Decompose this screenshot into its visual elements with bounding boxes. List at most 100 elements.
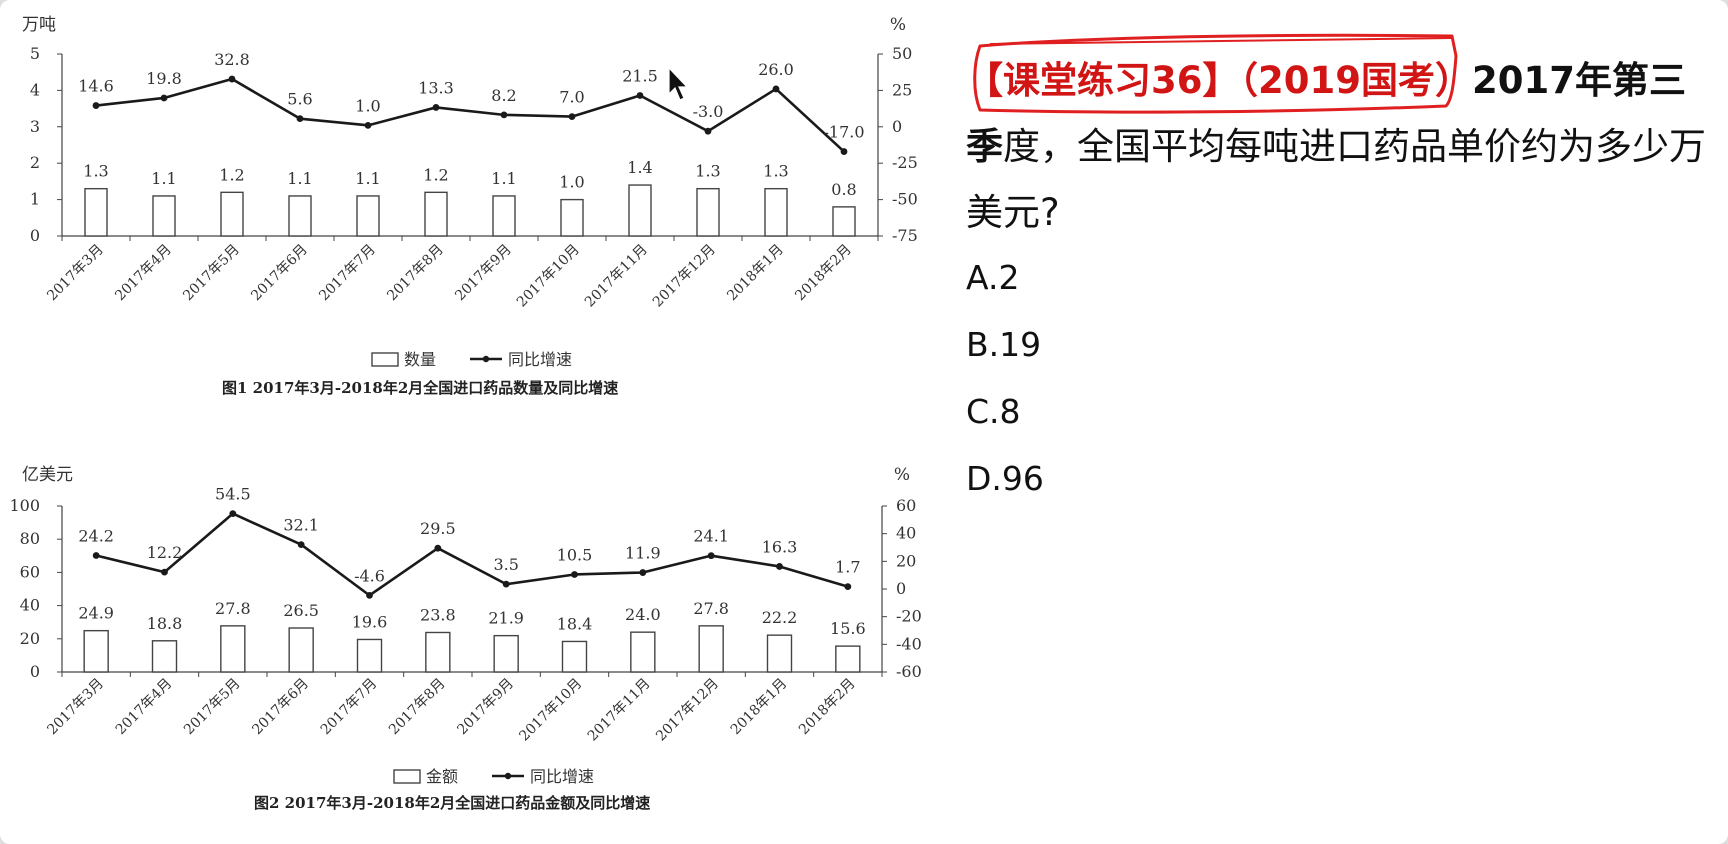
growth-value-label: -4.6: [354, 566, 385, 585]
growth-value-label: -17.0: [823, 123, 864, 142]
legend-bar-swatch: [371, 352, 399, 367]
growth-line: [95, 512, 849, 597]
growth-point: [92, 102, 100, 109]
growth-value-label: 12.2: [147, 543, 183, 562]
growth-point: [636, 92, 644, 99]
legend-line-label: 同比增速: [530, 767, 594, 786]
chart-caption: 图2 2017年3月-2018年2月全国进口药品金额及同比增速: [254, 794, 650, 812]
bar: [764, 187, 788, 237]
growth-value-label: 13.3: [418, 78, 454, 97]
right-tick-label: -60: [896, 662, 922, 681]
growth-point: [568, 113, 576, 121]
option-c[interactable]: C.8: [966, 392, 1021, 431]
right-tick-label: -25: [892, 153, 918, 172]
left-tick-label: 20: [20, 629, 40, 648]
bar-value-label: 19.6: [352, 612, 388, 631]
right-tick-label: -50: [892, 190, 918, 209]
left-tick-label: 1: [30, 190, 40, 209]
growth-value-label: 26.0: [758, 60, 794, 79]
left-tick-label: 4: [30, 80, 40, 99]
growth-value-label: 29.5: [420, 519, 456, 538]
growth-point: [229, 510, 237, 518]
bar-value-label: 24.9: [78, 604, 114, 623]
growth-point: [434, 544, 442, 552]
option-b[interactable]: B.19: [966, 325, 1042, 364]
bar-value-label: 1.2: [423, 165, 448, 184]
growth-value-label: 1.0: [355, 96, 380, 115]
bar: [424, 191, 448, 237]
bar-value-label: 1.4: [627, 158, 652, 177]
growth-point: [776, 563, 783, 570]
left-tick-label: 60: [20, 562, 40, 581]
bar-value-label: 1.3: [83, 162, 108, 181]
right-tick-label: 20: [896, 551, 916, 570]
growth-value-label: 19.8: [146, 69, 182, 88]
growth-value-label: 8.2: [491, 86, 516, 105]
bar: [288, 195, 312, 237]
bar: [151, 640, 178, 673]
bar: [493, 634, 519, 673]
bar-value-label: 27.8: [693, 599, 729, 618]
bar: [425, 631, 451, 673]
question-body: 度，全国平均每吨进口药品单价约为多少万美元?: [966, 125, 1706, 234]
growth-point: [844, 583, 852, 591]
question-bold-text: 2017年第三季: [966, 59, 1686, 168]
legend-line-label: 同比增速: [508, 350, 572, 369]
bar-value-label: 26.5: [283, 601, 319, 620]
bar: [832, 206, 856, 237]
right-tick-label: 40: [896, 524, 916, 543]
growth-point: [296, 115, 304, 123]
bar-value-label: 1.3: [763, 162, 788, 181]
right-tick-label: 25: [892, 80, 912, 99]
growth-point: [500, 111, 508, 119]
chart-caption: 图1 2017年3月-2018年2月全国进口药品数量及同比增速: [222, 379, 618, 397]
growth-value-label: 16.3: [762, 537, 798, 556]
growth-value-label: 3.5: [493, 555, 518, 574]
bar-value-label: 21.9: [488, 609, 524, 628]
growth-value-label: 32.8: [214, 50, 250, 69]
bar: [835, 645, 861, 673]
right-tick-label: 50: [892, 44, 912, 63]
growth-point: [840, 148, 848, 155]
growth-point: [639, 569, 647, 576]
left-tick-label: 0: [30, 662, 40, 681]
bar: [84, 187, 108, 237]
growth-point: [432, 104, 440, 111]
right-tick-label: 0: [892, 117, 902, 136]
growth-value-label: 5.6: [287, 90, 312, 109]
right-tick-label: 60: [896, 496, 916, 515]
growth-point: [92, 552, 100, 559]
growth-point: [160, 94, 168, 102]
growth-value-label: 1.7: [835, 558, 860, 577]
left-tick-label: 100: [9, 496, 40, 515]
right-axis-unit: %: [890, 15, 906, 35]
right-tick-label: -40: [896, 634, 922, 653]
growth-value-label: 14.6: [78, 77, 114, 96]
bar-value-label: 1.1: [491, 169, 516, 188]
growth-line: [95, 77, 845, 153]
left-tick-label: 2: [30, 153, 40, 172]
option-d[interactable]: D.96: [966, 459, 1044, 498]
growth-value-label: 24.1: [693, 527, 729, 546]
growth-value-label: -3.0: [693, 102, 724, 121]
bar: [356, 195, 380, 237]
bar: [698, 625, 724, 673]
left-tick-label: 80: [20, 529, 40, 548]
bar-value-label: 1.3: [695, 162, 720, 181]
bar: [220, 191, 244, 237]
bar: [152, 195, 176, 237]
growth-value-label: 24.2: [78, 527, 114, 546]
left-tick-label: 3: [30, 117, 40, 136]
bar: [696, 187, 720, 237]
legend-line-marker: [482, 355, 490, 363]
right-tick-label: -20: [896, 607, 922, 626]
option-a[interactable]: A.2: [966, 258, 1020, 297]
bar-value-label: 1.1: [355, 169, 380, 188]
bar-value-label: 23.8: [420, 605, 456, 624]
left-axis-unit: 万吨: [22, 15, 56, 35]
bar: [560, 198, 584, 237]
bar: [83, 629, 109, 673]
growth-value-label: 11.9: [625, 544, 661, 563]
bar: [561, 640, 588, 673]
